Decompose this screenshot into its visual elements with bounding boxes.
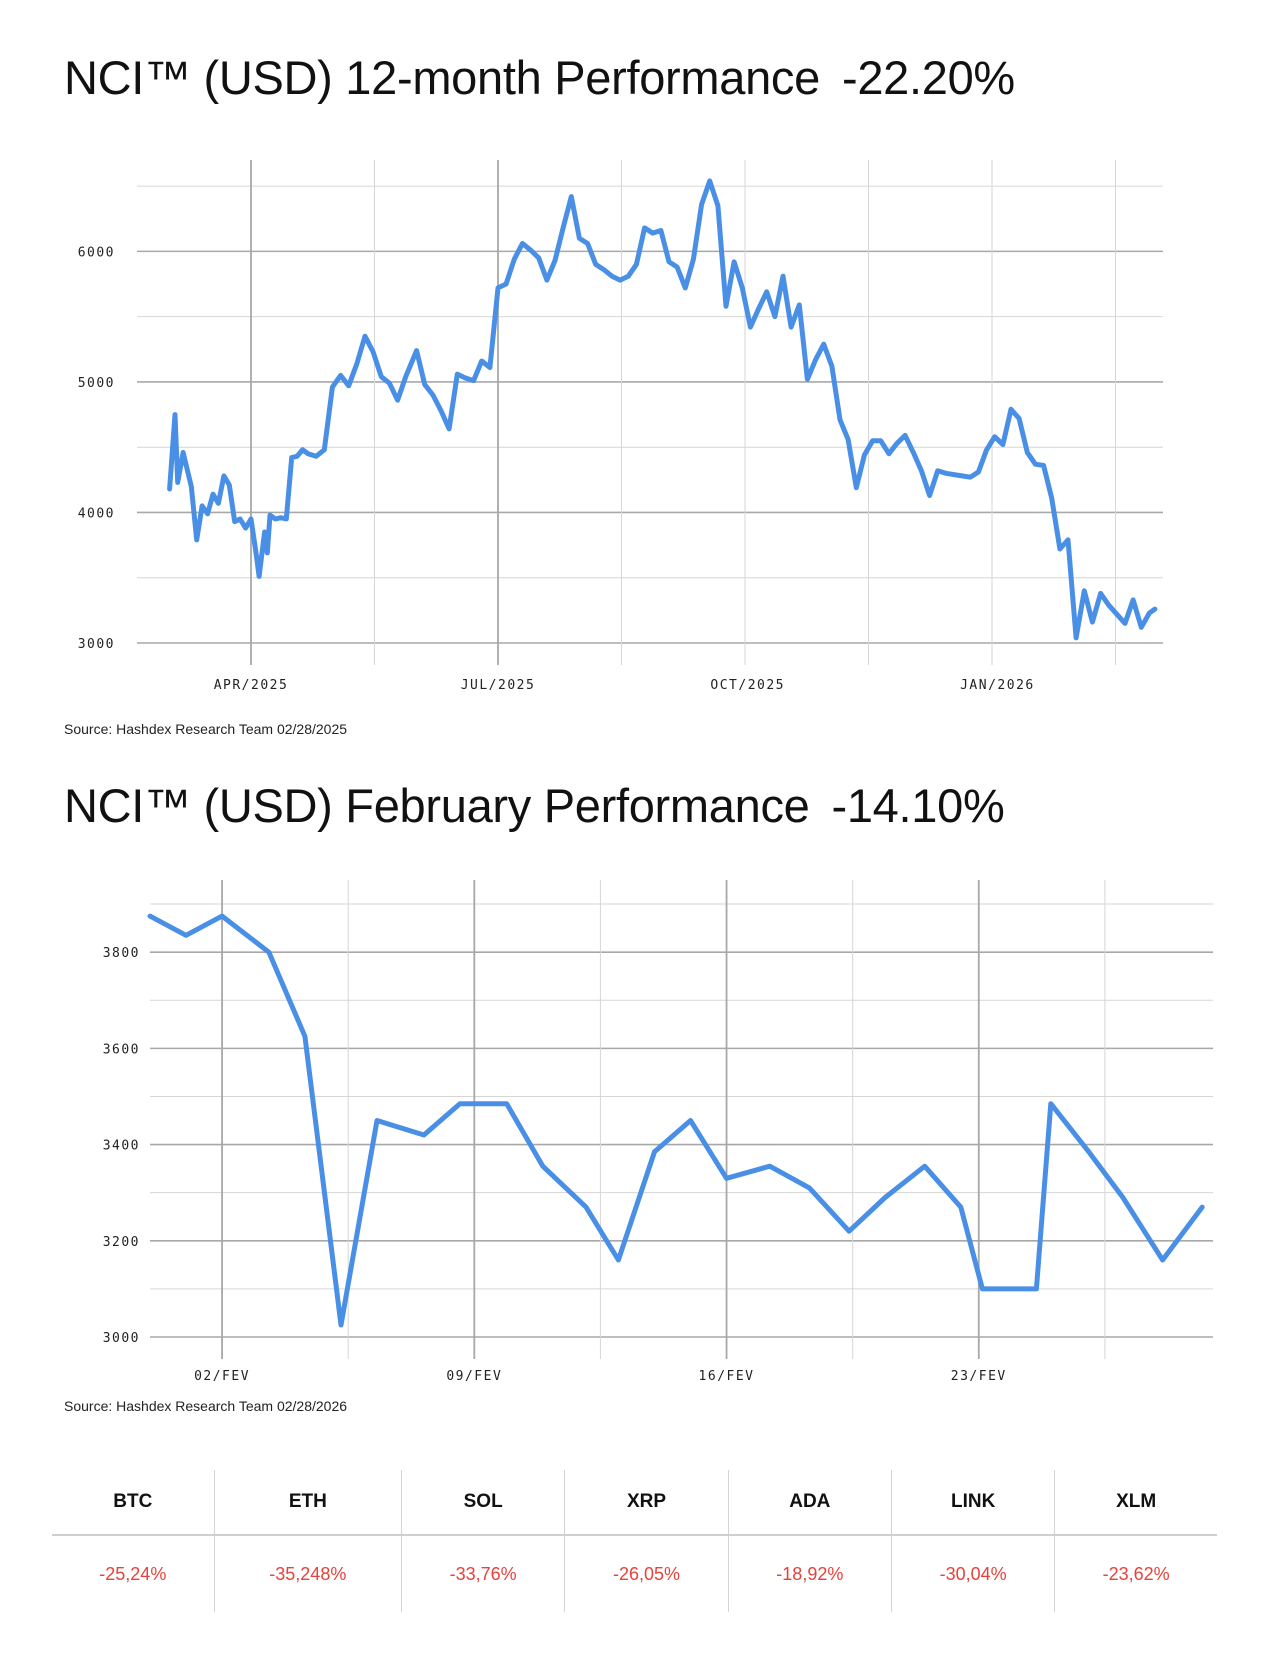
chart2-x-tick-label: 23/FEV [951,1369,1007,1384]
chart1-title-text: NCI™ (USD) 12-month Performance [64,51,820,104]
asset-header-eth: ETH [213,1470,402,1536]
chart2-y-tick-label: 3200 [103,1235,140,1250]
asset-value-ada: -18,92% [727,1535,892,1612]
chart1-x-tick-label: OCT/2025 [710,678,785,693]
chart2-title-text: NCI™ (USD) February Performance [64,779,810,832]
asset-value-sol: -33,76% [400,1535,565,1612]
asset-header-ada: ADA [727,1470,892,1536]
chart2-title: NCI™ (USD) February Performance -14.10% [64,778,1005,833]
chart2-y-tick-label: 3400 [103,1139,140,1154]
asset-header-link: LINK [890,1470,1055,1536]
asset-value-row: -25,24% -35,248% -33,76% -26,05% -18,92%… [52,1535,1217,1612]
asset-value-link: -30,04% [890,1535,1055,1612]
asset-header-xrp: XRP [564,1470,729,1536]
chart1-12-month-line-chart: 3000 4000 5000 6000 APR/2025 JUL/2025 OCT/2025… [78,160,1163,693]
chart2-y-tick-label: 3800 [103,946,140,961]
chart2-x-tick-label: 09/FEV [446,1369,502,1384]
chart2-performance-value: -14.10% [831,779,1005,832]
asset-performance-table: BTC ETH SOL XRP ADA LINK XLM -25,24% -35… [52,1470,1217,1612]
asset-value-xlm: -23,62% [1054,1535,1217,1612]
chart1-y-tick-label: 3000 [78,637,115,652]
chart2-february-line-chart: 3000 3200 3400 3600 3800 02/FEV 09/FEV 16/FEV 23… [103,880,1213,1384]
asset-header-row: BTC ETH SOL XRP ADA LINK XLM [52,1470,1217,1536]
asset-header-sol: SOL [400,1470,565,1536]
chart1-x-tick-label: JAN/2026 [960,678,1035,693]
asset-value-btc: -25,24% [99,1563,167,1584]
chart2-x-tick-label: 02/FEV [194,1369,250,1384]
chart1-y-tick-label: 4000 [78,506,115,521]
chart1-series-line [167,178,1158,641]
chart1-title: NCI™ (USD) 12-month Performance -22.20% [64,50,1015,105]
chart2-series-line [147,913,1205,1328]
chart1-performance-value: -22.20% [841,51,1015,104]
asset-header-xlm: XLM [1054,1470,1217,1536]
asset-value-eth: -35,248% [213,1535,402,1612]
chart1-y-tick-label: 6000 [78,245,115,260]
chart2-x-tick-label: 16/FEV [699,1369,755,1384]
chart2-source-note: Source: Hashdex Research Team 02/28/2026 [64,1398,348,1414]
chart2-y-tick-label: 3000 [103,1331,140,1346]
asset-value-xrp: -26,05% [564,1535,729,1612]
chart2-y-tick-label: 3600 [103,1042,140,1057]
chart1-source-note: Source: Hashdex Research Team 02/28/2025 [64,721,348,737]
chart1-x-tick-label: APR/2025 [214,678,289,693]
chart1-x-tick-label: JUL/2025 [461,678,536,693]
chart1-y-tick-label: 5000 [78,376,115,391]
asset-header-btc: BTC [52,1470,215,1536]
